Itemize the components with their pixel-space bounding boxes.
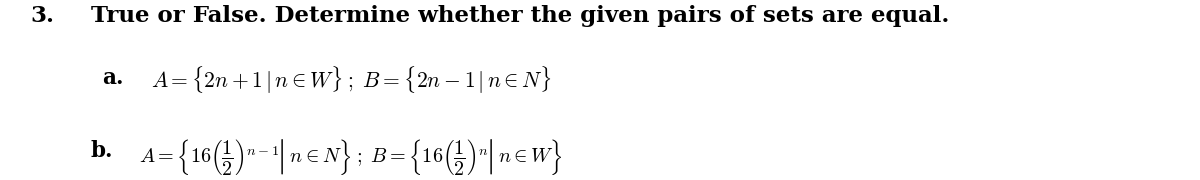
Text: $A = \{2n + 1\,|\,n \in W\}\; ;\; B = \{2n - 1\,|\,n \in N\}$: $A = \{2n + 1\,|\,n \in W\}\; ;\; B = \{… xyxy=(150,64,551,96)
Text: True or False. Determine whether the given pairs of sets are equal.: True or False. Determine whether the giv… xyxy=(90,5,949,27)
Text: 3.: 3. xyxy=(31,5,55,27)
Text: $A = \left\{16\left(\dfrac{1}{2}\right)^{n-1}\!\middle|\, n \in N\right\}\; ;\; : $A = \left\{16\left(\dfrac{1}{2}\right)^… xyxy=(138,137,563,177)
Text: b.: b. xyxy=(90,140,113,162)
Text: a.: a. xyxy=(102,67,124,89)
